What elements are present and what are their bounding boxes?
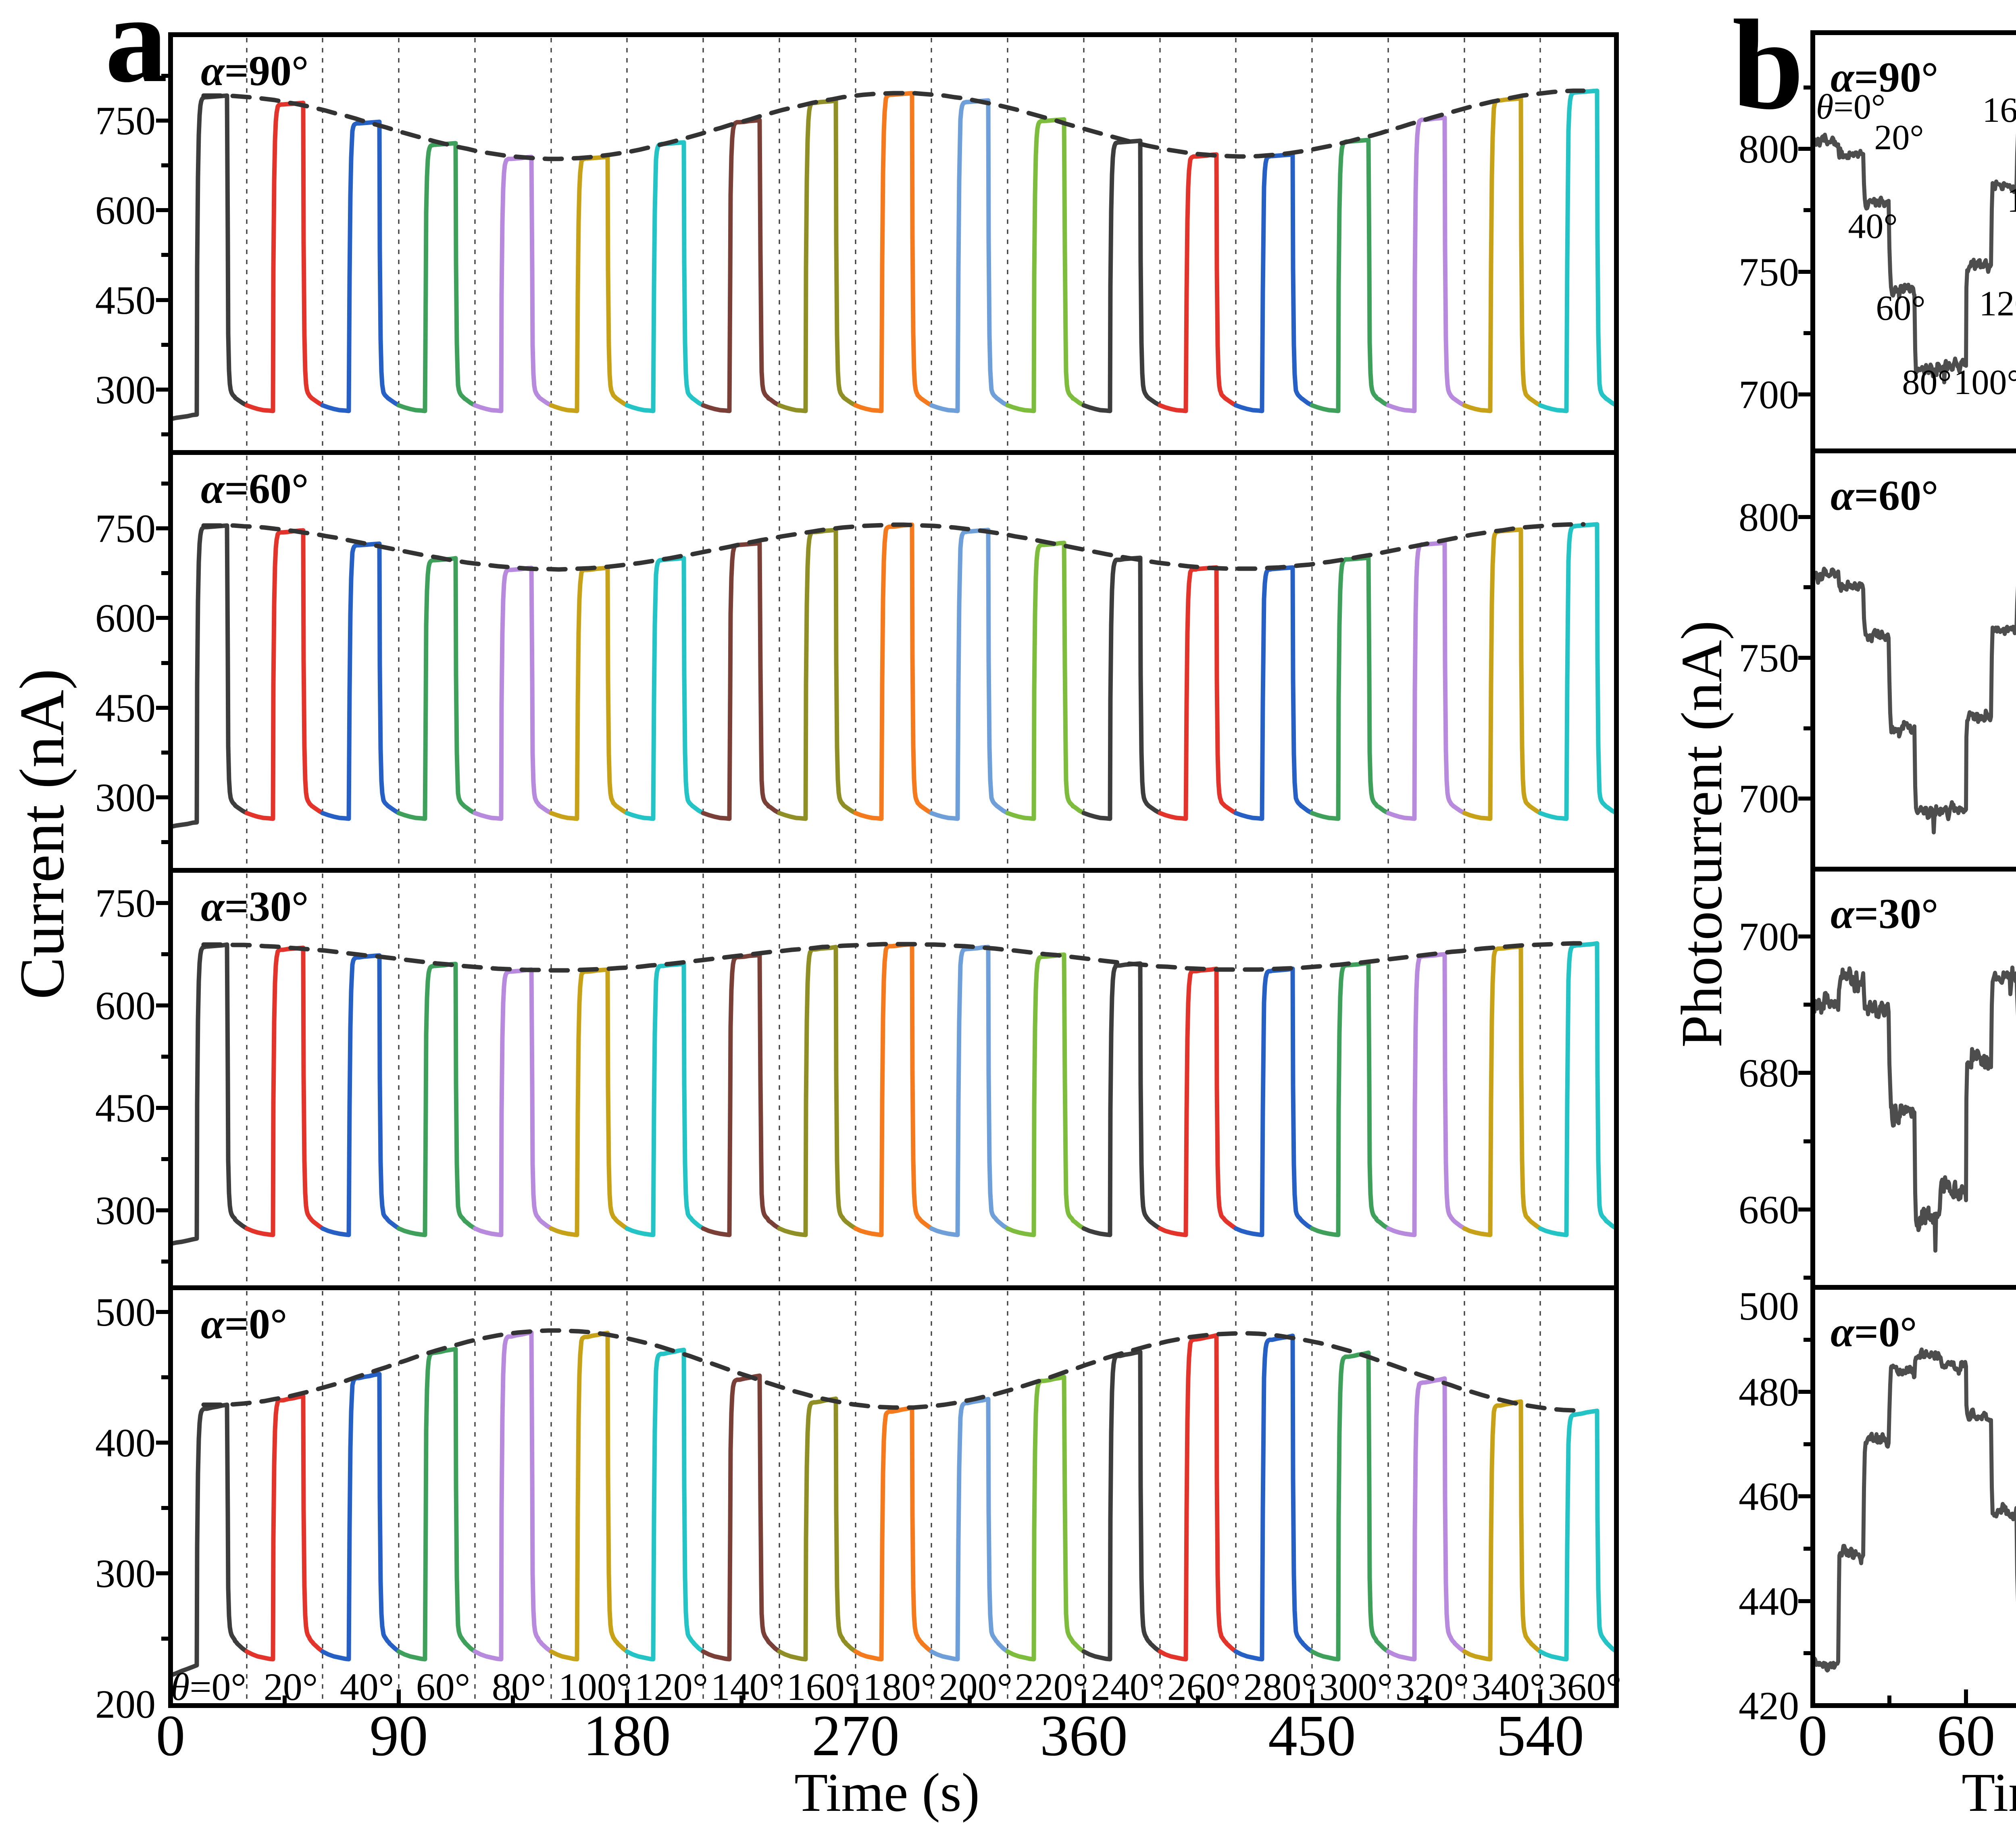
svg-text:α=90°: α=90° <box>1831 54 1938 101</box>
svg-text:420: 420 <box>1739 1683 1799 1728</box>
svg-text:800: 800 <box>1739 127 1799 171</box>
svg-text:500: 500 <box>95 1290 156 1335</box>
svg-text:160°: 160° <box>787 1665 860 1708</box>
svg-text:270: 270 <box>812 1704 900 1768</box>
svg-text:450: 450 <box>95 1086 156 1130</box>
svg-text:600: 600 <box>95 596 156 640</box>
svg-text:α=0°: α=0° <box>1831 1308 1917 1356</box>
svg-text:α=30°: α=30° <box>201 883 308 930</box>
svg-text:660: 660 <box>1739 1187 1799 1232</box>
svg-text:180: 180 <box>583 1704 671 1768</box>
svg-text:480: 480 <box>1739 1370 1799 1414</box>
svg-text:200: 200 <box>95 1682 156 1727</box>
svg-text:300°: 300° <box>1319 1665 1393 1708</box>
svg-text:800: 800 <box>1739 495 1799 540</box>
svg-text:80°: 80° <box>492 1665 546 1708</box>
svg-text:0: 0 <box>1798 1704 1828 1768</box>
svg-text:220°: 220° <box>1015 1665 1088 1708</box>
svg-text:300: 300 <box>95 1551 156 1596</box>
svg-text:600: 600 <box>95 188 156 233</box>
svg-text:440: 440 <box>1739 1579 1799 1624</box>
svg-text:340°: 340° <box>1472 1665 1545 1708</box>
svg-text:240°: 240° <box>1091 1665 1164 1708</box>
svg-text:700: 700 <box>1739 914 1799 959</box>
svg-text:α=0°: α=0° <box>201 1300 287 1347</box>
svg-text:60°: 60° <box>416 1665 470 1708</box>
svg-text:α=60°: α=60° <box>201 465 308 512</box>
svg-text:θ=0°: θ=0° <box>1816 88 1885 127</box>
svg-text:750: 750 <box>95 881 156 926</box>
svg-text:750: 750 <box>1739 636 1799 680</box>
svg-text:300: 300 <box>95 775 156 820</box>
svg-text:140°: 140° <box>711 1665 784 1708</box>
svg-text:450: 450 <box>1268 1704 1356 1768</box>
svg-text:750: 750 <box>95 506 156 551</box>
svg-text:120°: 120° <box>1979 284 2016 323</box>
svg-text:Photocurrent (nA): Photocurrent (nA) <box>1670 620 1734 1047</box>
svg-text:450: 450 <box>95 278 156 323</box>
svg-text:100°: 100° <box>558 1665 632 1708</box>
svg-text:320°: 320° <box>1395 1665 1469 1708</box>
svg-text:750: 750 <box>95 98 156 143</box>
svg-text:140°: 140° <box>2007 181 2016 220</box>
svg-text:Time (s): Time (s) <box>794 1762 980 1823</box>
svg-text:160°: 160° <box>1982 91 2016 130</box>
svg-text:40°: 40° <box>340 1665 394 1708</box>
svg-text:Time (s): Time (s) <box>1962 1762 2016 1823</box>
svg-text:360: 360 <box>1040 1704 1128 1768</box>
svg-text:120°: 120° <box>635 1665 708 1708</box>
svg-text:460: 460 <box>1739 1474 1799 1519</box>
svg-text:300: 300 <box>95 367 156 412</box>
svg-text:680: 680 <box>1739 1051 1799 1095</box>
svg-text:500: 500 <box>1739 1284 1799 1328</box>
svg-text:360°: 360° <box>1548 1665 1621 1708</box>
svg-text:α=90°: α=90° <box>201 47 308 94</box>
svg-text:α=30°: α=30° <box>1831 890 1938 937</box>
svg-text:260°: 260° <box>1167 1665 1241 1708</box>
svg-text:540: 540 <box>1496 1704 1584 1768</box>
svg-text:750: 750 <box>1739 250 1799 294</box>
svg-text:280°: 280° <box>1243 1665 1317 1708</box>
svg-text:a: a <box>105 0 168 108</box>
svg-text:60: 60 <box>1937 1704 1995 1768</box>
svg-text:20°: 20° <box>1874 118 1924 157</box>
svg-text:θ=0°: θ=0° <box>171 1665 246 1708</box>
svg-text:100°: 100° <box>1954 363 2016 402</box>
svg-text:Current (nA): Current (nA) <box>7 669 77 999</box>
svg-text:700: 700 <box>1739 776 1799 821</box>
svg-text:0: 0 <box>156 1704 185 1768</box>
svg-text:90: 90 <box>370 1704 428 1768</box>
svg-text:200°: 200° <box>939 1665 1012 1708</box>
svg-text:40°: 40° <box>1848 207 1897 246</box>
svg-text:700: 700 <box>1739 372 1799 417</box>
svg-text:20°: 20° <box>264 1665 318 1708</box>
svg-text:60°: 60° <box>1876 289 1925 328</box>
svg-text:α=60°: α=60° <box>1831 472 1938 519</box>
svg-text:80°: 80° <box>1902 363 1951 402</box>
svg-text:300: 300 <box>95 1188 156 1233</box>
svg-text:450: 450 <box>95 686 156 730</box>
svg-text:400: 400 <box>95 1420 156 1465</box>
svg-text:600: 600 <box>95 983 156 1028</box>
svg-text:b: b <box>1732 0 1804 136</box>
svg-text:180°: 180° <box>863 1665 936 1708</box>
